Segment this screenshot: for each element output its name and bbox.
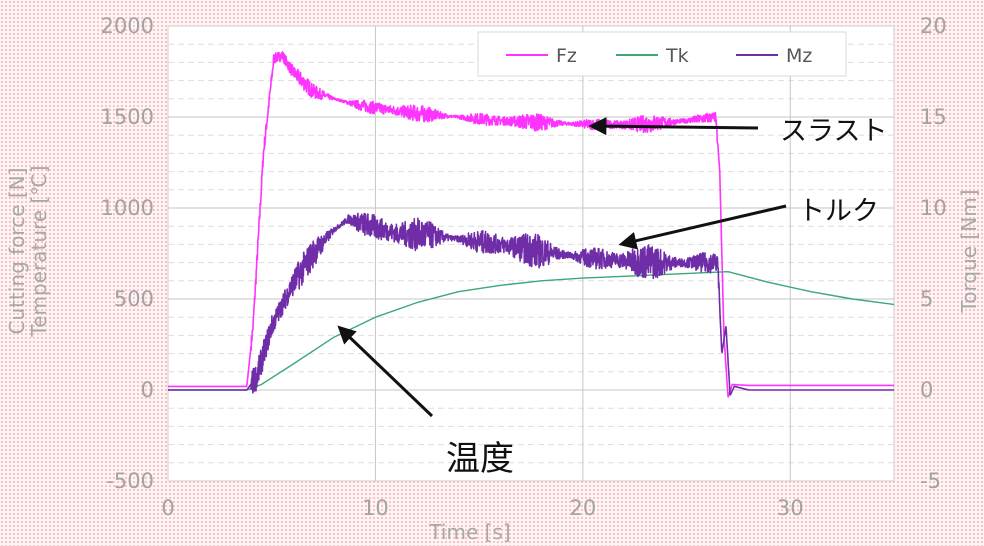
y-axis-title-left-2: Temperature [℃] — [27, 165, 51, 337]
y-right-tick-label: 15 — [920, 105, 947, 129]
series-line-mz — [168, 212, 894, 396]
y-left-tick-label: 1500 — [101, 105, 154, 129]
annotation-torque: トルク — [618, 196, 879, 250]
x-tick-label: 0 — [161, 496, 174, 520]
annotation-temperature: 温度 — [337, 325, 514, 479]
x-axis-title: Time [s] — [428, 520, 510, 544]
y-axis-title-right: Torque [Nm] — [957, 189, 981, 313]
y-left-tick-label: 500 — [114, 287, 154, 311]
annotation-thrust: スラスト — [588, 116, 887, 147]
x-tick-label: 20 — [569, 496, 596, 520]
legend-label-fz: Fz — [556, 45, 577, 67]
y-right-tick-label: 20 — [920, 14, 947, 38]
y-right-tick-label: 0 — [920, 378, 933, 402]
legend: Fz Tk Mz — [477, 31, 847, 77]
y-right-tick-label: -5 — [920, 469, 941, 493]
annotation-temperature-arrow — [337, 325, 434, 418]
annotation-temperature-label: 温度 — [446, 439, 514, 479]
y-left-tick-label: 2000 — [101, 14, 154, 38]
y-left-tick-label: -500 — [106, 469, 154, 493]
tick-labels: 0 10 20 30 2000 1500 1000 500 0 -500 20 15 10 5 0 -5 — [101, 14, 947, 520]
y-right-tick-label: 10 — [920, 196, 947, 220]
series-layer — [168, 51, 894, 398]
y-left-tick-label: 0 — [141, 378, 154, 402]
annotation-thrust-label: スラスト — [780, 116, 887, 147]
y-axis-title-left-1: Cutting force [N] — [5, 168, 29, 335]
x-tick-label: 10 — [362, 496, 389, 520]
x-tick-label: 30 — [777, 496, 804, 520]
series-line-fz — [168, 51, 894, 398]
annotation-torque-label: トルク — [798, 196, 879, 227]
annotation-torque-arrow — [618, 204, 787, 250]
legend-label-mz: Mz — [786, 45, 812, 67]
series-line-tk — [168, 271, 894, 391]
annotation-thrust-arrow — [588, 117, 759, 136]
y-right-tick-label: 5 — [920, 287, 933, 311]
y-left-tick-label: 1000 — [101, 196, 154, 220]
legend-label-tk: Tk — [665, 45, 689, 67]
